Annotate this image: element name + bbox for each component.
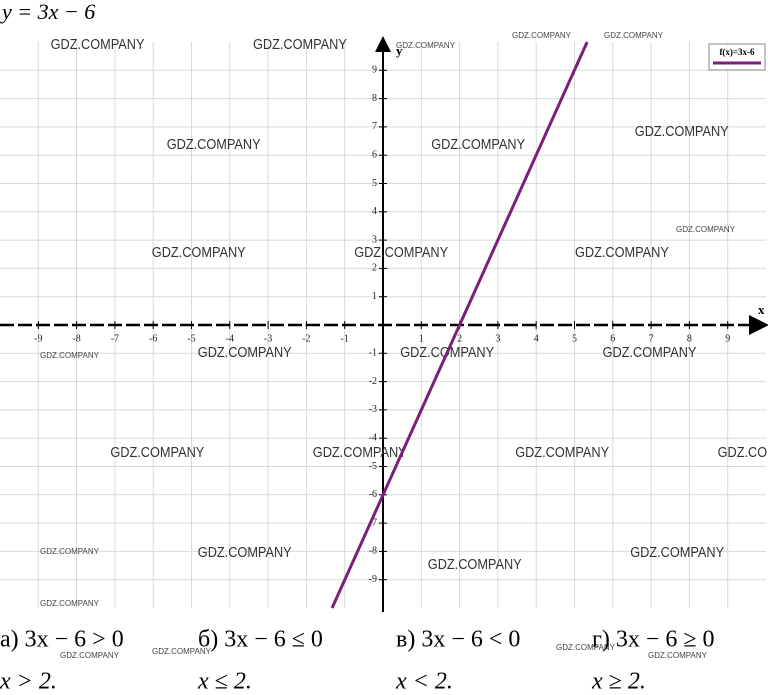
watermark: GDZ.COMPANY — [167, 135, 261, 152]
exercise: б) 3x − 6 ≤ 0 — [198, 627, 323, 653]
y-axis-label: y — [396, 43, 403, 58]
x-tick-label: -3 — [264, 333, 272, 344]
x-tick-label: -8 — [72, 333, 80, 344]
y-tick-label: 2 — [372, 263, 377, 274]
x-tick-label: -7 — [111, 333, 119, 344]
watermark: GDZ.COMPANY — [630, 543, 724, 560]
exercise: в) 3x − 6 < 0 — [396, 627, 520, 653]
y-tick-label: 3 — [372, 234, 377, 245]
x-tick-label: -6 — [149, 333, 157, 344]
watermark: GDZ.COMPANY — [198, 343, 292, 360]
watermark: GDZ.COMPANY — [354, 243, 448, 260]
x-tick-label: -9 — [34, 333, 42, 344]
y-tick-label: -7 — [369, 517, 377, 528]
watermark-small: GDZ.COMPANY — [676, 225, 736, 234]
y-tick-label: 6 — [372, 149, 377, 160]
watermark: GDZ.COMPANY — [253, 35, 347, 52]
watermark-small: GDZ.COMPANY — [648, 651, 708, 660]
y-tick-label: 7 — [372, 121, 377, 132]
legend-label: f(x)=3x-6 — [719, 47, 755, 57]
x-tick-label: 7 — [649, 333, 654, 344]
x-tick-label: 5 — [572, 333, 577, 344]
watermark: GDZ.COMPANY — [110, 443, 204, 460]
watermark-small: GDZ.COMPANY — [40, 599, 100, 608]
x-tick-label: -4 — [226, 333, 234, 344]
y-tick-label: -6 — [369, 489, 377, 500]
x-tick-label: -5 — [187, 333, 195, 344]
y-tick-label: -2 — [369, 376, 377, 387]
exercise-answer: x < 2. — [395, 669, 453, 695]
watermark: GDZ.COMPANY — [428, 555, 522, 572]
watermark: GDZ.COMPANY — [51, 35, 145, 52]
watermark: GDZ.COMPANY — [152, 243, 246, 260]
x-tick-label: -2 — [302, 333, 310, 344]
watermark: GDZ.COMPANY — [718, 443, 768, 460]
x-axis-label: x — [758, 302, 765, 317]
y-tick-label: -4 — [369, 432, 377, 443]
watermark-small: GDZ.COMPANY — [396, 41, 456, 50]
y-tick-label: 9 — [372, 65, 377, 76]
y-tick-label: 5 — [372, 178, 377, 189]
exercise: а) 3x − 6 > 0 — [0, 627, 124, 653]
y-tick-label: -5 — [369, 461, 377, 472]
chart-title: y = 3x − 6 — [0, 0, 95, 24]
x-tick-label: 6 — [610, 333, 615, 344]
watermark: GDZ.COMPANY — [603, 343, 697, 360]
watermark: GDZ.COMPANY — [313, 443, 407, 460]
exercise-answer: x ≤ 2. — [197, 669, 252, 695]
x-tick-label: 4 — [534, 333, 539, 344]
y-tick-label: 1 — [372, 291, 377, 302]
y-tick-label: 4 — [372, 206, 377, 217]
watermark-small: GDZ.COMPANY — [604, 31, 664, 40]
y-tick-label: 8 — [372, 93, 377, 104]
watermark: GDZ.COMPANY — [515, 443, 609, 460]
exercise: г) 3x − 6 ≥ 0 — [592, 627, 715, 653]
x-tick-label: 9 — [725, 333, 730, 344]
exercise-answer: x > 2. — [0, 669, 57, 695]
x-tick-label: 8 — [687, 333, 692, 344]
watermark: GDZ.COMPANY — [198, 543, 292, 560]
x-tick-label: 3 — [495, 333, 500, 344]
data-line — [330, 41, 589, 609]
watermark-small: GDZ.COMPANY — [556, 643, 616, 652]
watermark: GDZ.COMPANY — [431, 135, 525, 152]
legend — [708, 43, 766, 71]
watermark: GDZ.COMPANY — [575, 243, 669, 260]
y-tick-label: -8 — [369, 546, 377, 557]
watermark-small: GDZ.COMPANY — [152, 647, 212, 656]
watermark-small: GDZ.COMPANY — [40, 547, 100, 556]
watermark-small: GDZ.COMPANY — [40, 351, 100, 360]
x-tick-label: -1 — [341, 333, 349, 344]
x-tick-label: 1 — [419, 333, 424, 344]
watermark: GDZ.COMPANY — [635, 122, 729, 139]
watermark-small: GDZ.COMPANY — [512, 31, 572, 40]
exercise-answer: x ≥ 2. — [591, 669, 646, 695]
y-tick-label: -3 — [369, 404, 377, 415]
x-tick-label: 2 — [457, 333, 462, 344]
y-tick-label: -9 — [369, 574, 377, 585]
watermark-small: GDZ.COMPANY — [60, 651, 120, 660]
y-tick-label: -1 — [369, 348, 377, 359]
